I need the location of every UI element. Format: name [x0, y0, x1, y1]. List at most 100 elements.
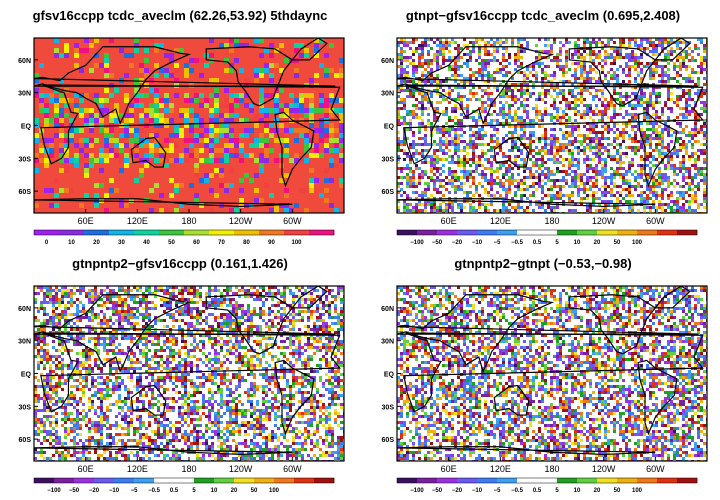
- colorbar-label: 0.5: [533, 488, 542, 494]
- colorbar-label: 10: [211, 488, 218, 494]
- colorbar-swatch: [34, 230, 60, 235]
- lat-label: 60S: [382, 437, 395, 444]
- colorbar-label: −50: [432, 488, 443, 494]
- colorbar-label: −10: [109, 488, 120, 494]
- lat-label: 30N: [18, 91, 31, 98]
- lat-label: EQ: [21, 124, 32, 131]
- panel-gtnpntp2-minus-gtnpt: gtnpntp2−gtnpt (−0.53,−0.98) 60N 30N EQ 30S…: [373, 256, 713, 496]
- colorbar-swatch: [174, 478, 195, 483]
- colorbar-label: 20: [594, 240, 601, 246]
- colorbar-swatch: [184, 230, 210, 235]
- colorbar-swatch: [314, 478, 335, 483]
- colorbar-swatch: [214, 478, 235, 483]
- colorbar-swatch: [397, 230, 418, 235]
- lon-label: 60W: [646, 464, 665, 474]
- colorbar-swatch: [477, 478, 498, 483]
- colorbar-label: 5: [192, 488, 196, 494]
- lat-label: 60N: [381, 58, 394, 65]
- colorbar-label: 50: [251, 488, 258, 494]
- colorbar-label: 20: [93, 240, 100, 246]
- colorbar-swatch: [84, 230, 110, 235]
- colorbar-label: 100: [632, 240, 643, 246]
- panel-gtnpt-minus-gfsv16ccpp: gtnpt−gfsv16ccpp tcdc_aveclm (0.695,2.40…: [373, 8, 713, 248]
- colorbar-swatch: [577, 230, 598, 235]
- colorbar-label: 90: [268, 240, 275, 246]
- colorbar-swatch: [457, 478, 478, 483]
- colorbar-swatch: [59, 230, 85, 235]
- colorbar-swatch: [114, 478, 135, 483]
- lon-label: 120E: [127, 216, 148, 226]
- colorbar-swatch: [437, 478, 458, 483]
- colorbar-label: −100: [47, 488, 61, 494]
- colorbar-label: 10: [574, 240, 581, 246]
- colorbar-swatch: [497, 230, 518, 235]
- colorbar-swatch: [557, 478, 578, 483]
- colorbar-label: 10: [574, 488, 581, 494]
- colorbar-label: −5: [494, 488, 502, 494]
- colorbar-swatch: [537, 230, 558, 235]
- lat-label: EQ: [384, 372, 395, 379]
- colorbar-label: 50: [168, 240, 175, 246]
- lon-label: 60E: [78, 216, 94, 226]
- lat-label: EQ: [21, 372, 32, 379]
- lon-label: 120W: [229, 464, 253, 474]
- colorbar-swatch: [397, 478, 418, 483]
- colorbar-swatch: [497, 478, 518, 483]
- colorbar-label: 40: [143, 240, 150, 246]
- colorbar-label: 60: [193, 240, 200, 246]
- colorbar-swatch: [637, 478, 658, 483]
- colorbar-swatch: [617, 230, 638, 235]
- lat-label: 30S: [382, 404, 395, 411]
- map-gfsv16ccpp-tcdc: 60N 30N EQ 30S 60S 60E 120E 180 120W 60W 0 10 20 30 40…: [18, 37, 345, 246]
- cloud-field: [397, 38, 707, 213]
- colorbar-swatch: [597, 478, 618, 483]
- colorbar-label: −10: [472, 488, 483, 494]
- colorbar-label: −5: [131, 488, 139, 494]
- cloud-field: [34, 286, 344, 461]
- lon-label: 60W: [283, 216, 302, 226]
- colorbar-label: 5: [555, 488, 559, 494]
- colorbar-swatch: [109, 230, 135, 235]
- lon-label: 120W: [592, 464, 616, 474]
- colorbar-label: 10: [68, 240, 75, 246]
- colorbar-swatch: [294, 478, 315, 483]
- colorbar-label: 100: [269, 488, 280, 494]
- colorbar-label: 30: [118, 240, 125, 246]
- lon-label: 180: [181, 216, 196, 226]
- colorbar-label: −10: [472, 240, 483, 246]
- lat-label: 30N: [18, 339, 31, 346]
- panel-gtnpntp2-minus-gfsv16ccpp: gtnpntp2−gfsv16ccpp (0.161,1.426) 60N 30N…: [10, 256, 350, 496]
- panel-gfsv16ccpp-tcdc: gfsv16ccpp tcdc_aveclm (62.26,53.92) 5th…: [10, 8, 350, 248]
- lat-label: 30S: [19, 156, 32, 163]
- colorbar-label: 70: [218, 240, 225, 246]
- lon-label: 120W: [592, 216, 616, 226]
- colorbar-swatch: [284, 230, 310, 235]
- colorbar-swatch: [617, 478, 638, 483]
- lat-label: 60N: [18, 58, 31, 65]
- colorbar-swatch: [134, 478, 155, 483]
- colorbar-label: −0.5: [511, 488, 524, 494]
- cloud-field: [397, 286, 707, 461]
- colorbar-swatch: [477, 230, 498, 235]
- lat-label: 60S: [19, 189, 32, 196]
- lat-label: 60S: [19, 437, 32, 444]
- colorbar-swatch: [74, 478, 95, 483]
- colorbar-label: 0: [45, 240, 49, 246]
- panel-title: gfsv16ccpp tcdc_aveclm (62.26,53.92) 5th…: [32, 8, 328, 23]
- colorbar-label: −100: [410, 240, 424, 246]
- colorbar-swatch: [34, 478, 55, 483]
- lat-label: 30N: [381, 91, 394, 98]
- lon-label: 60W: [283, 464, 302, 474]
- colorbar-label: −50: [432, 240, 443, 246]
- colorbar-label: 50: [614, 240, 621, 246]
- colorbar-swatch: [209, 230, 235, 235]
- colorbar-label: −0.5: [148, 488, 161, 494]
- colorbar-swatch: [234, 478, 255, 483]
- lon-label: 120W: [229, 216, 253, 226]
- lat-label: 60S: [382, 189, 395, 196]
- colorbar-label: −50: [69, 488, 80, 494]
- lon-label: 180: [181, 464, 196, 474]
- colorbar-swatch: [597, 230, 618, 235]
- colorbar-label: 20: [594, 488, 601, 494]
- lon-label: 120E: [127, 464, 148, 474]
